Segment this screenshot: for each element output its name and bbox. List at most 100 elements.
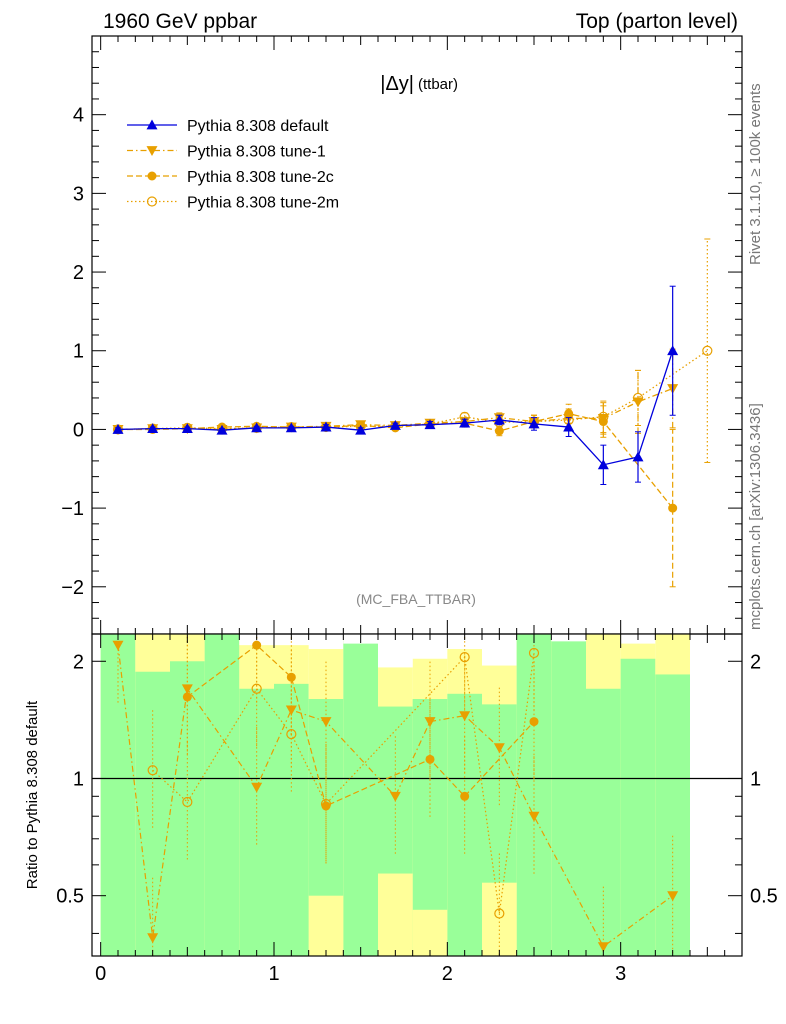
ratio-band-green [100,634,136,956]
data-point [702,345,713,356]
x-tick-label: 0 [95,963,106,985]
data-point [597,414,609,424]
data-point [355,424,367,435]
ratio-data-point [320,717,332,728]
ratio-data-point [528,811,540,822]
ratio-data-point [493,743,505,754]
ratio-data-point [494,908,505,919]
ratio-band-green [655,674,690,956]
y-tick-label: 4 [73,105,84,127]
plot-title-subscript: (ttbar) [418,76,458,93]
ratio-band-yellow-gap [378,873,413,956]
ratio-axis-ticks: 0.5 0.5 1 1 2 2 0 1 2 3 [56,634,778,985]
data-point [494,426,504,436]
data-point [459,417,471,428]
ratio-data-point [389,791,401,802]
data-point [668,503,678,513]
ratio-data-point [286,729,297,740]
legend-marker [147,171,157,181]
data-point [320,421,332,432]
ratio-data-point [597,942,609,953]
data-point [389,419,401,430]
ratio-data-point [460,791,470,801]
legend-label: Pythia 8.308 tune-2m [187,195,339,212]
data-point [112,423,124,434]
data-point [424,419,436,430]
ratio-data-point [425,754,435,764]
series-line [117,350,708,431]
data-point [251,422,263,433]
process-label: Top (parton level) [576,10,738,33]
y-tick-label: 1 [73,341,84,363]
data-point [181,423,193,434]
data-point [285,422,297,433]
legend-entry: Pythia 8.308 tune-2c [127,169,334,186]
data-point [667,345,679,356]
legend-entry: Pythia 8.308 tune-2m [127,195,339,212]
rivet-version-label: Rivet 3.1.10, ≥ 100k events [747,83,764,265]
ratio-band-yellow-gap [308,895,344,956]
y-tick-label: 0 [73,419,84,441]
ratio-series-layer [92,634,742,956]
energy-beam-label: 1960 GeV ppbar [103,10,257,33]
main-plot-panel: −2 −1 0 1 2 3 4 |Δy| (ttbar) (MC_FBA_TTBAR) Py… [61,35,743,635]
ratio-band-green [274,683,309,956]
legend-marker [146,196,158,207]
ratio-band-green [204,634,240,956]
ratio-y-tick-label-right: 0.5 [750,886,778,908]
ratio-y-tick-label: 1 [73,768,84,790]
ratio-data-point [182,692,192,702]
ratio-y-tick-label: 2 [73,651,84,673]
legend-label: Pythia 8.308 tune-2c [187,169,334,186]
ratio-band-green [516,634,552,956]
data-point [563,421,575,432]
ratio-data-point [182,796,193,808]
ratio-band-yellow-gap [412,909,448,956]
data-point [147,423,159,434]
data-point [597,459,609,470]
mcplots-reference-label: mcplots.cern.ch [arXiv:1306.3436] [747,403,764,630]
x-tick-label: 3 [615,963,626,985]
ratio-data-point [147,933,159,944]
series-line [117,350,674,466]
ratio-data-point [320,798,332,810]
legend-marker [146,119,158,130]
series-pythia-8-308-default [112,285,679,485]
ratio-series-line [152,652,535,914]
legend-label: Pythia 8.308 tune-1 [187,144,326,161]
ratio-y-axis-label: Ratio to Pythia 8.308 default [24,700,41,889]
ratio-data-point [459,651,470,663]
ratio-data-point [459,711,471,722]
ratio-band-green [620,658,656,956]
data-point [493,414,505,425]
ratio-band-green [551,634,586,956]
ratio-y-tick-label: 0.5 [56,886,84,908]
y-tick-label: 3 [73,183,84,205]
ratio-y-tick-label-right: 1 [750,768,761,790]
ratio-data-point [529,717,539,727]
legend-entry: Pythia 8.308 tune-1 [127,144,326,161]
y-tick-label: 2 [73,262,84,284]
ratio-data-point [286,672,296,682]
x-tick-label: 1 [268,963,279,985]
analysis-name-label: (MC_FBA_TTBAR) [356,591,476,607]
ratio-data-point [147,765,158,776]
ratio-data-point [667,891,679,902]
ratio-data-point [528,647,540,659]
ratio-data-point [424,717,436,728]
data-point [632,451,644,462]
main-series-layer [112,238,713,588]
ratio-data-point [251,683,262,694]
legend-marker [146,146,158,156]
y-tick-label: −2 [61,577,84,599]
ratio-plot-panel: 0.5 0.5 1 1 2 2 0 1 2 3 Ratio to Pythia 8.308 def… [24,633,778,985]
series-line [117,387,673,431]
x-tick-label: 2 [442,963,453,985]
legend: Pythia 8.308 default Pythia 8.308 tune-1 P… [127,118,339,212]
ratio-plot-frame [91,633,743,957]
legend-label: Pythia 8.308 default [187,118,329,135]
main-axis-ticks: −2 −1 0 1 2 3 4 [61,36,742,635]
ratio-y-tick-label-right: 2 [750,651,761,673]
ratio-data-point [251,782,263,793]
